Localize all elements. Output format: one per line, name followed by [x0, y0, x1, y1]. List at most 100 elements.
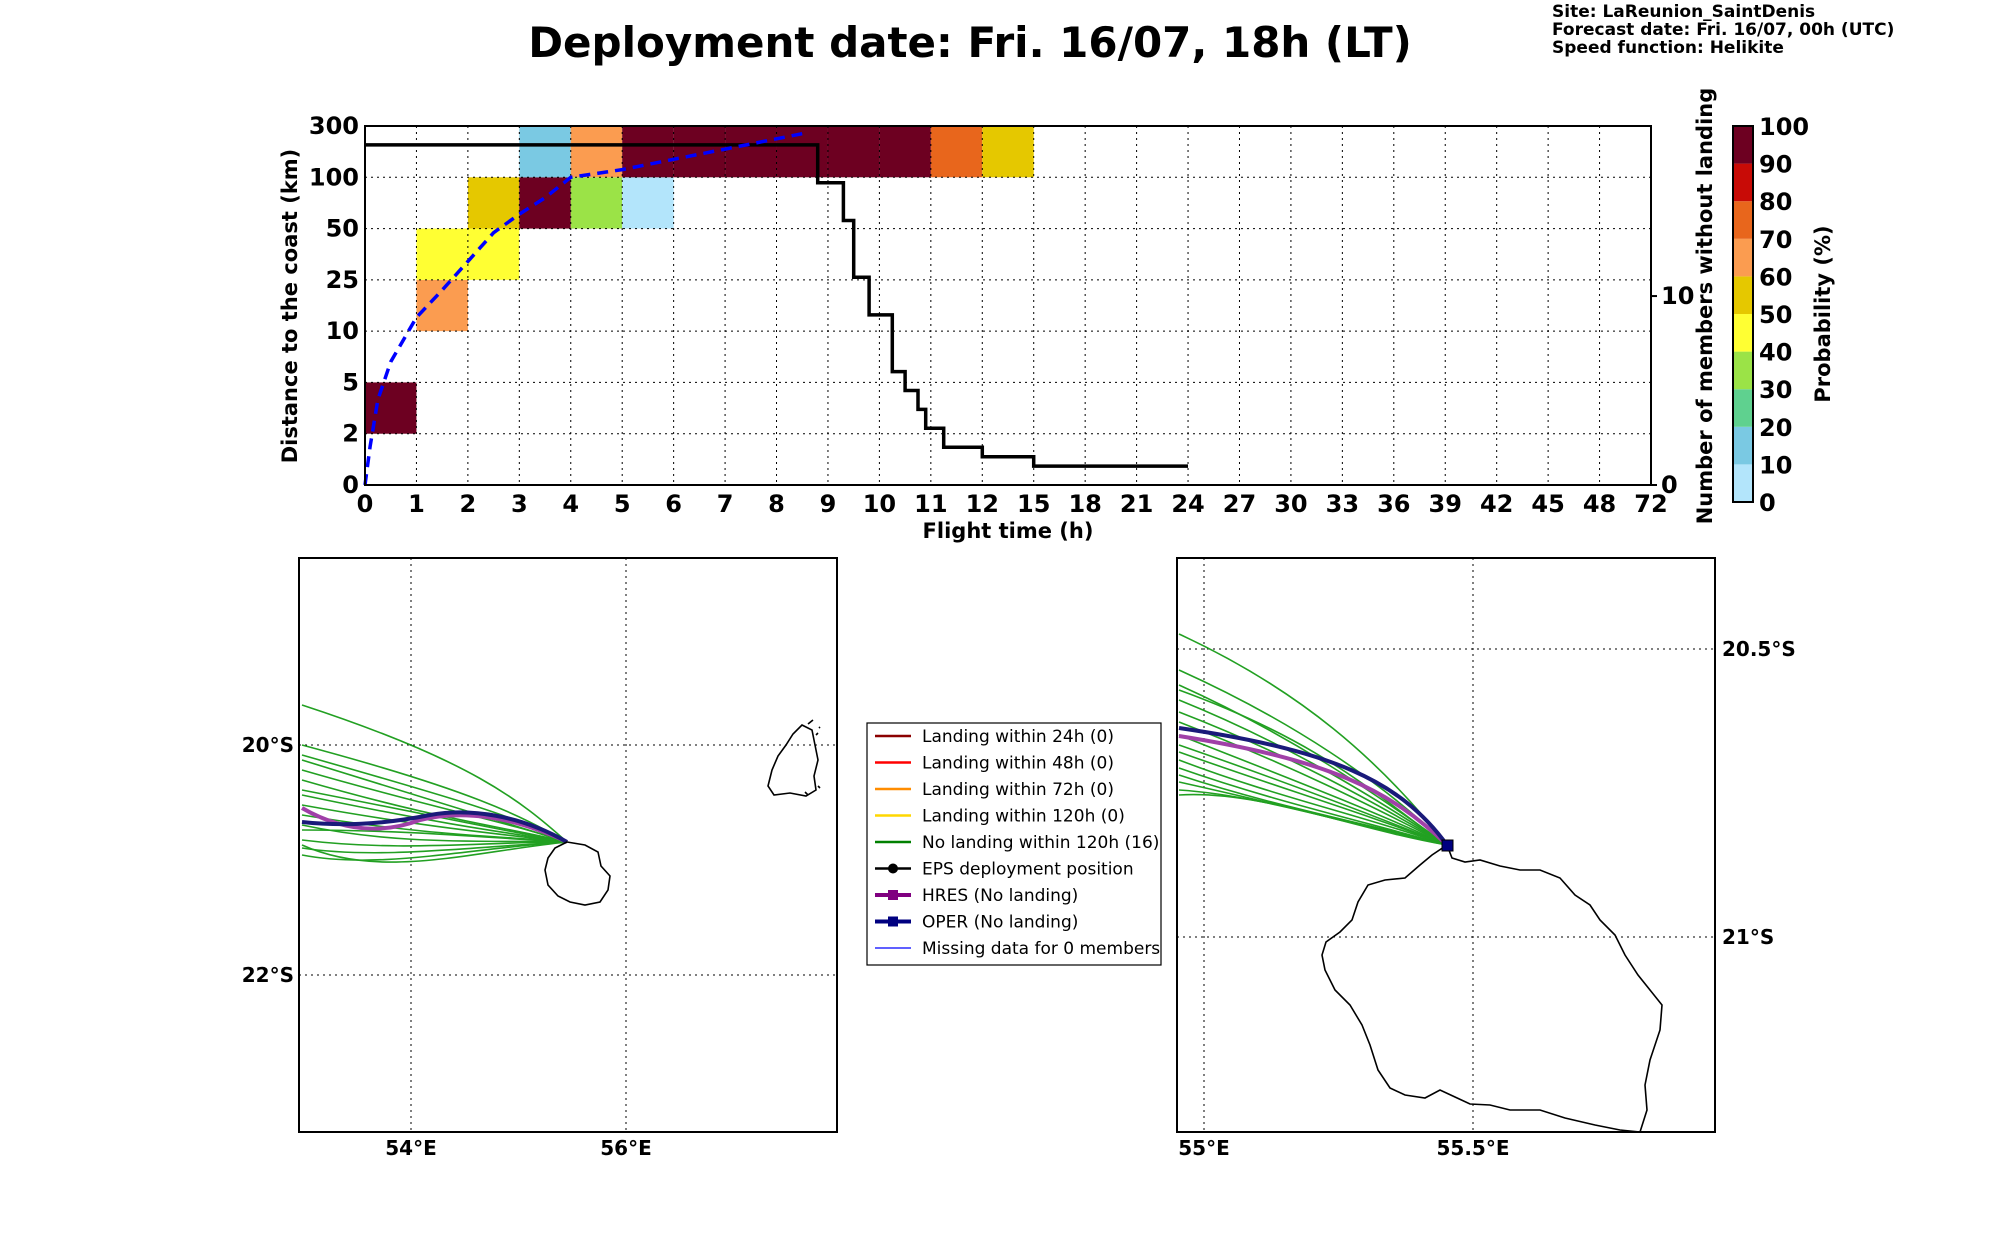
y-axis-label: Distance to the coast (km) — [278, 149, 302, 464]
page-title: Deployment date: Fri. 16/07, 18h (LT) — [528, 18, 1412, 67]
colorbar-swatch-80 — [1733, 163, 1753, 202]
colorbar-tick-90: 90 — [1759, 151, 1792, 179]
members-without-landing-line — [365, 143, 1188, 468]
probability-chart: 0 1 2 3 4 5 6 7 8 9 10 11 12 15 18 21 24 27 30 33 36 39 42 45 48… — [278, 88, 1717, 543]
colorbar-tick-70: 70 — [1759, 226, 1792, 254]
colorbar-tick-30: 30 — [1759, 376, 1792, 404]
x-tick-24: 24 — [1171, 490, 1204, 518]
distance-gridlines — [365, 176, 1651, 435]
forecast-date-label: Forecast date: Fri. 16/07, 00h (UTC) — [1552, 20, 1894, 40]
x-tick-7: 7 — [717, 490, 734, 518]
x-tick-5: 5 — [614, 490, 631, 518]
x-tick-48: 48 — [1583, 490, 1616, 518]
zoom-lon-tick-55: 55°E — [1178, 1136, 1230, 1160]
overview-reunion-coastline — [544, 841, 611, 906]
overview-islets — [804, 719, 821, 796]
colorbar-swatch-60 — [1733, 238, 1753, 277]
zoom-deployment-marker — [1441, 839, 1454, 852]
legend-label-7: OPER (No landing) — [922, 913, 1078, 933]
zoom-lat-tick-20-5: 20.5°S — [1722, 637, 1796, 661]
legend-marker-5 — [888, 863, 898, 874]
probability-cell-6 — [519, 126, 571, 178]
zoom-lon-tick-55-5: 55.5°E — [1436, 1136, 1509, 1160]
colorbar-swatch-0 — [1733, 464, 1753, 502]
colorbar-tick-10: 10 — [1759, 451, 1792, 479]
x-tick-21: 21 — [1120, 490, 1153, 518]
x-tick-39: 39 — [1429, 490, 1462, 518]
y-tick-10: 10 — [326, 317, 359, 345]
y-tick-100: 100 — [309, 163, 359, 191]
x-tick-11: 11 — [914, 490, 947, 518]
probability-cell-3 — [467, 228, 520, 280]
colorbar-tick-0: 0 — [1759, 489, 1776, 517]
legend-label-6: HRES (No landing) — [922, 886, 1078, 906]
probability-cell-9 — [622, 177, 674, 229]
y2-tick-10: 10 — [1661, 282, 1694, 310]
zoom-map: 55°E 55.5°E 20.5°S 21°S — [1176, 557, 1796, 1160]
legend-label-0: Landing within 24h (0) — [922, 727, 1114, 747]
overview-map: 54°E 56°E 20°S 22°S — [242, 557, 838, 1160]
colorbar-swatch-10 — [1733, 426, 1753, 465]
overview-mauritius-coastline — [767, 724, 819, 797]
legend: Landing within 24h (0) Landing within 48h… — [866, 722, 1162, 966]
legend-label-8: Missing data for 0 members — [922, 939, 1160, 959]
x-tick-36: 36 — [1377, 490, 1410, 518]
x-tick-3: 3 — [511, 490, 528, 518]
colorbar-swatch-90 — [1733, 126, 1753, 164]
colorbar-tick-20: 20 — [1759, 414, 1792, 442]
x-tick-72: 72 — [1634, 490, 1667, 518]
x-tick-6: 6 — [665, 490, 682, 518]
x-axis-label: Flight time (h) — [923, 519, 1094, 543]
x-tick-18: 18 — [1068, 490, 1101, 518]
overview-oper-track — [301, 810, 568, 844]
x-tick-8: 8 — [768, 490, 785, 518]
x-tick-33: 33 — [1326, 490, 1359, 518]
y2-tick-0: 0 — [1661, 471, 1678, 499]
colorbar-tick-80: 80 — [1759, 188, 1792, 216]
x-tick-1: 1 — [408, 490, 425, 518]
colorbar-label: Probability (%) — [1811, 225, 1835, 402]
probability-cells — [365, 126, 1034, 434]
colorbar-swatch-50 — [1733, 276, 1753, 314]
probability-cell-13 — [776, 126, 828, 178]
legend-label-1: Landing within 48h (0) — [922, 754, 1114, 774]
y2-tick-labels: 0 10 — [1651, 282, 1694, 499]
probability-cell-17 — [982, 126, 1034, 178]
y-tick-25: 25 — [326, 266, 359, 294]
probability-cell-11 — [673, 126, 726, 178]
colorbar-tick-60: 60 — [1759, 263, 1792, 291]
probability-cell-7 — [570, 177, 623, 229]
x-tick-9: 9 — [820, 490, 837, 518]
x-tick-4: 4 — [562, 490, 579, 518]
colorbar-tick-50: 50 — [1759, 301, 1792, 329]
legend-marker-6 — [888, 890, 898, 900]
legend-label-3: Landing within 120h (0) — [922, 807, 1125, 827]
legend-label-2: Landing within 72h (0) — [922, 780, 1114, 800]
legend-items: Landing within 24h (0) Landing within 48h… — [875, 727, 1160, 959]
colorbar-swatch-70 — [1733, 201, 1753, 239]
x-tick-45: 45 — [1531, 490, 1564, 518]
x-tick-15: 15 — [1017, 490, 1050, 518]
legend-label-4: No landing within 120h (16) — [922, 833, 1159, 853]
zoom-lat-tick-21: 21°S — [1722, 925, 1774, 949]
zoom-hres-track — [1178, 734, 1449, 847]
colorbar-swatch-20 — [1733, 389, 1753, 427]
speed-function-label: Speed function: Helikite — [1552, 38, 1784, 58]
colorbar-tick-40: 40 — [1759, 339, 1792, 367]
legend-label-5: EPS deployment position — [922, 860, 1134, 880]
x-tick-labels: 0 1 2 3 4 5 6 7 8 9 10 11 12 15 18 21 24 27 30 33 36 39 42 45 48… — [357, 490, 1668, 518]
probability-cell-10 — [622, 126, 674, 178]
x-tick-42: 42 — [1480, 490, 1513, 518]
x-tick-30: 30 — [1274, 490, 1307, 518]
colorbar-frame — [1732, 125, 1754, 503]
x-tick-2: 2 — [460, 490, 477, 518]
colorbar: 0 10 20 30 40 50 60 70 80 90 100 Probability (%) — [1732, 113, 1835, 517]
zoom-map-frame — [1176, 557, 1716, 1133]
x-tick-12: 12 — [966, 490, 999, 518]
zoom-oper-track — [1178, 726, 1449, 847]
overview-map-frame — [298, 557, 838, 1133]
colorbar-swatches — [1733, 126, 1753, 502]
y-tick-0: 0 — [342, 471, 359, 499]
y-tick-50: 50 — [326, 215, 359, 243]
